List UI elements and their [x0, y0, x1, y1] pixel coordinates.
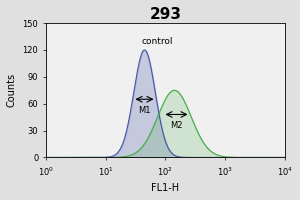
Text: M2: M2: [170, 121, 183, 130]
Text: control: control: [142, 37, 173, 46]
Y-axis label: Counts: Counts: [7, 73, 17, 107]
Title: 293: 293: [149, 7, 182, 22]
X-axis label: FL1-H: FL1-H: [152, 183, 179, 193]
Text: M1: M1: [138, 106, 151, 115]
